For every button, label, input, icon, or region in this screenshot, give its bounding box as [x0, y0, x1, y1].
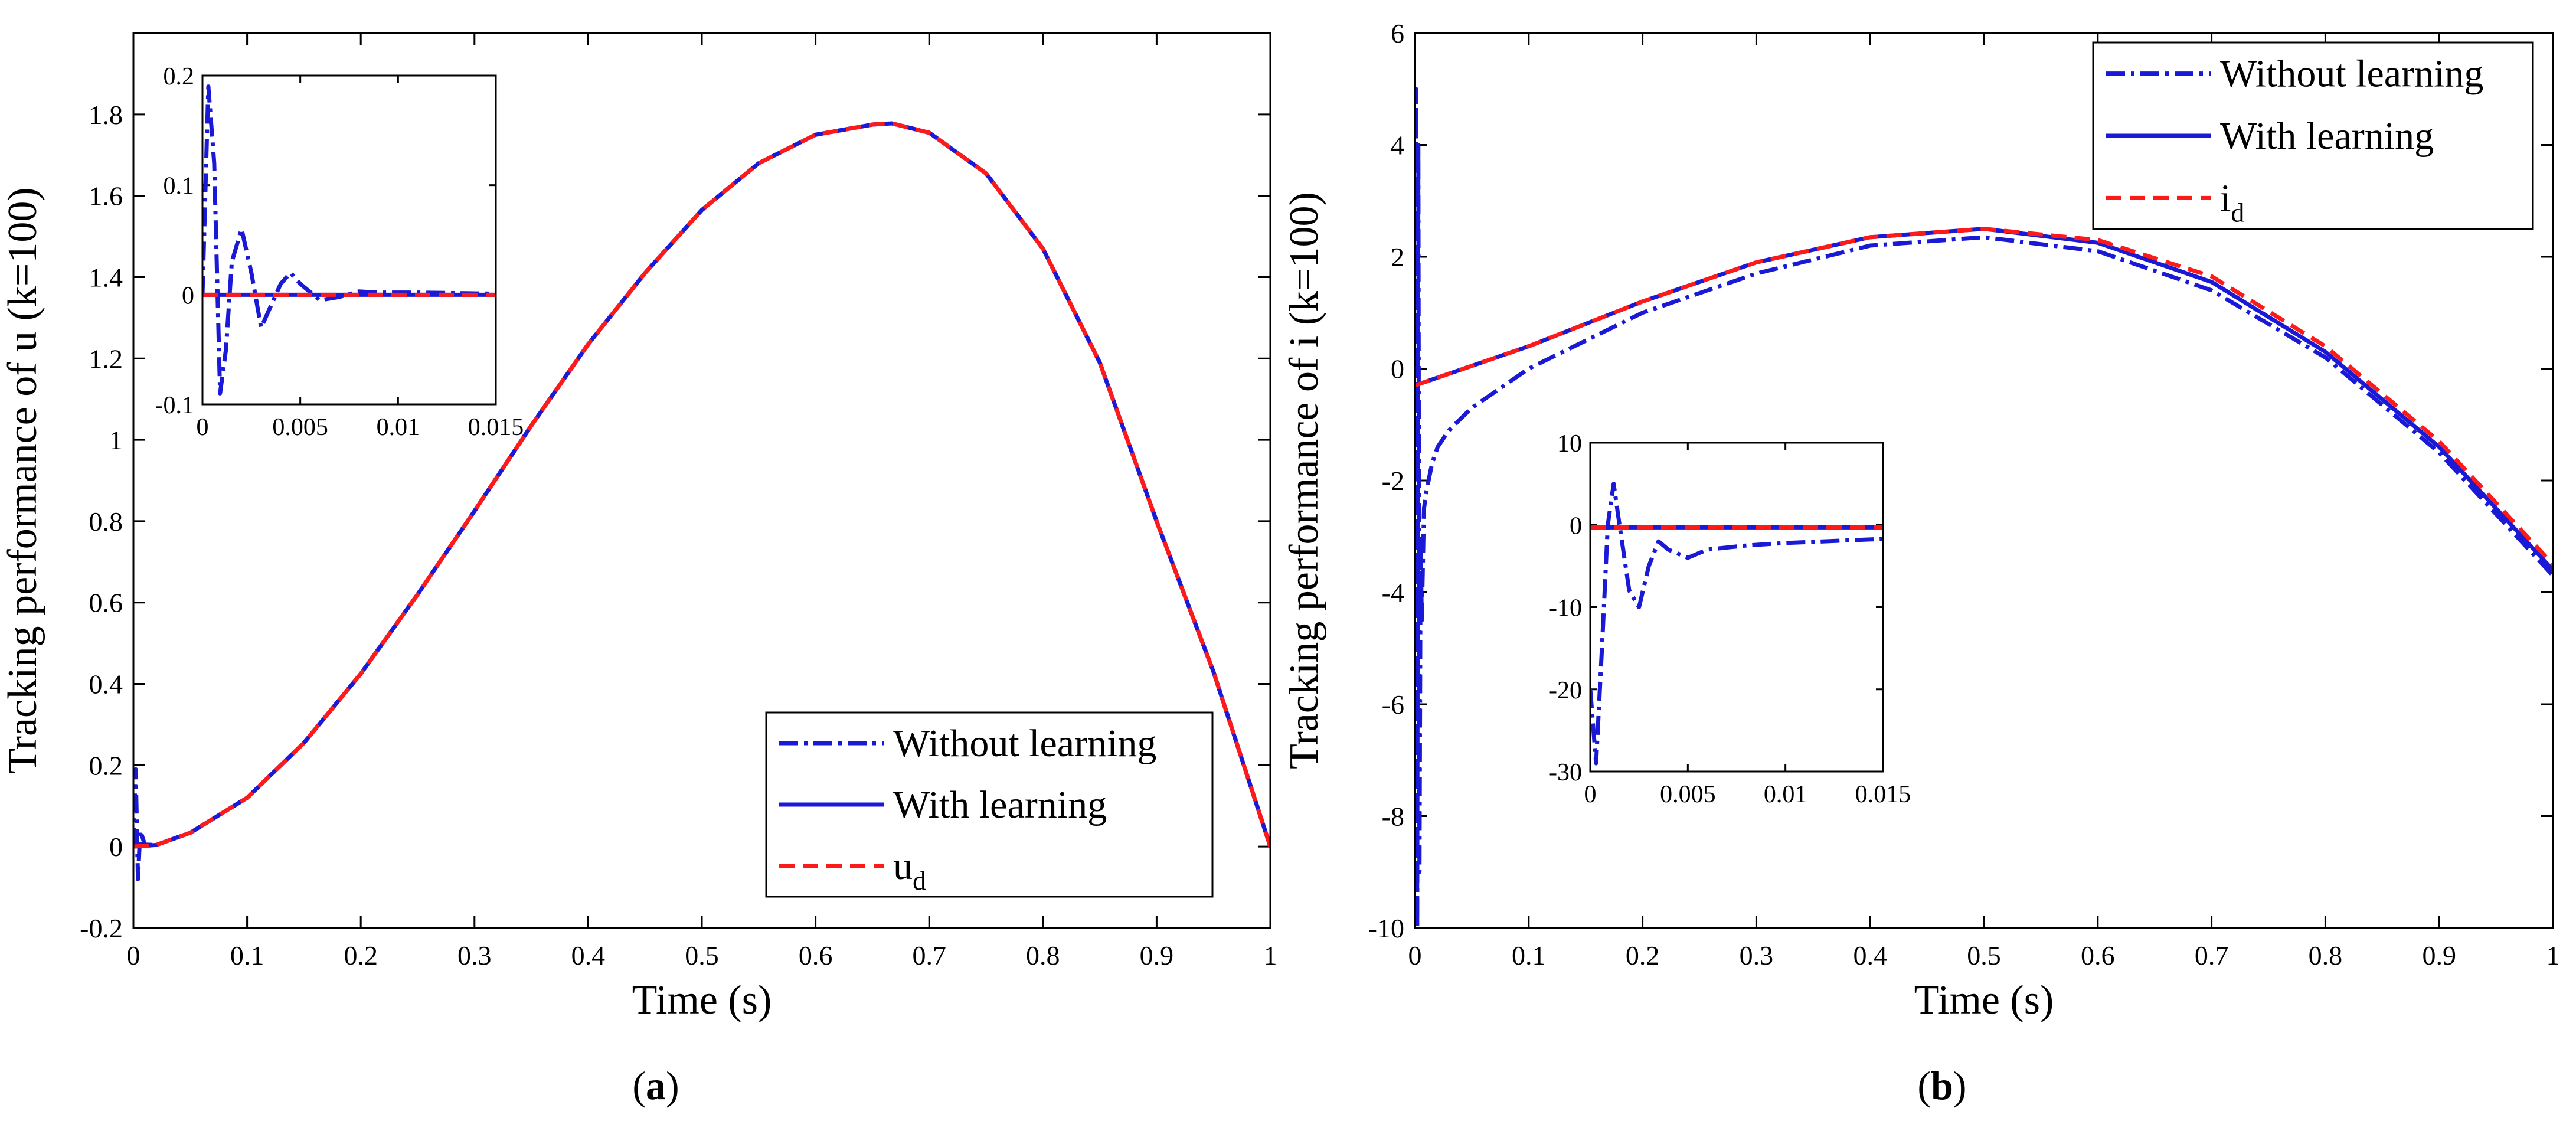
y-tick-label: 0.1 — [164, 173, 195, 200]
x-tick-label: 0.7 — [2195, 940, 2229, 970]
series-line — [1590, 482, 1883, 766]
x-tick-label: 0.1 — [1512, 940, 1546, 970]
y-tick-label: -20 — [1549, 677, 1582, 704]
inset-plot: 0 0.005 0.01 0.015 -30 -20 -10 0 10 — [1549, 430, 1911, 808]
y-tick-label: 0 — [1570, 512, 1582, 540]
x-tick-label: 0.6 — [799, 940, 833, 970]
plot-frame — [132, 32, 1271, 929]
inset-frame — [201, 74, 497, 406]
y-tick-label: -0.2 — [80, 913, 123, 943]
x-tick-label: 0 — [1584, 781, 1597, 808]
x-tick-label: 0.2 — [1626, 940, 1660, 970]
legend: Without learning With learning ud — [765, 711, 1214, 898]
x-axis-label: Time (s) — [632, 978, 772, 1023]
y-tick-label: 0.2 — [164, 63, 195, 90]
y-tick-label: 10 — [1557, 430, 1582, 457]
panel-label: (a) — [632, 1063, 679, 1108]
legend-label: With learning — [893, 783, 1107, 826]
y-tick-label: 1.6 — [89, 181, 123, 211]
y-tick-label: -8 — [1382, 802, 1404, 832]
legend-label: Without learning — [893, 722, 1156, 765]
x-tick-label: 0.2 — [344, 940, 378, 970]
x-tick-label: 0.01 — [377, 414, 420, 441]
legend-label: With learning — [2220, 115, 2434, 158]
x-tick-label: 0.8 — [2309, 940, 2343, 970]
panel-a: 0 0.1 0.2 0.3 0.4 0.5 0.6 0.7 0.8 0.9 1-0.200.20.4… — [0, 32, 1277, 1108]
y-tick-label: -10 — [1368, 913, 1404, 943]
y-tick-label: 1.2 — [89, 344, 123, 374]
panel-b: 0 0.1 0.2 0.3 0.4 0.5 0.6 0.7 0.8 0.9 1 -10 -8 -6 -4 -2… — [1282, 18, 2560, 1108]
y-axis-label: Tracking performance of u (k=100) — [0, 187, 45, 773]
y-tick-label: -2 — [1382, 466, 1404, 496]
panel-label-part: ( — [1917, 1063, 1931, 1108]
y-tick-label: 1.8 — [89, 100, 123, 130]
y-tick-label: 0 — [109, 832, 123, 862]
y-tick-label: 6 — [1391, 18, 1404, 48]
series-line — [133, 121, 1270, 849]
x-tick-label: 1 — [2546, 940, 2560, 970]
x-tick-label: 0 — [127, 940, 140, 970]
x-tick-label: 0.7 — [912, 940, 946, 970]
x-tick-label: 0.5 — [1967, 940, 2001, 970]
panel-label-part: a — [646, 1063, 666, 1108]
x-tick-label: 0.8 — [1026, 940, 1060, 970]
y-tick-label: -30 — [1549, 759, 1582, 786]
x-tick-label: 0.005 — [272, 414, 328, 441]
x-tick-label: 0.1 — [230, 940, 264, 970]
x-tick-label: 0.9 — [1140, 940, 1174, 970]
legend-subscript: d — [913, 865, 926, 896]
x-tick-label: 0.01 — [1764, 781, 1807, 808]
series-line — [1415, 227, 2553, 566]
panel-label-part: ) — [666, 1063, 679, 1108]
panel-label-part: ) — [1953, 1063, 1967, 1108]
y-tick-label: 1.4 — [89, 262, 123, 292]
series-line — [1415, 227, 2553, 571]
inset-frame — [1589, 442, 1884, 773]
legend-label: Without learning — [2220, 53, 2483, 96]
x-tick-label: 0.005 — [1660, 781, 1716, 808]
y-tick-label: -0.1 — [155, 392, 195, 419]
y-tick-label: -6 — [1382, 689, 1404, 720]
y-tick-label: 0 — [182, 282, 194, 309]
panel-label-part: ( — [632, 1063, 646, 1108]
x-tick-label: 0.4 — [1853, 940, 1887, 970]
plot-frame — [1414, 32, 2554, 929]
inset-plot: 0 0.005 0.01 0.015-0.100.10.2 — [155, 63, 524, 441]
y-tick-label: 4 — [1391, 130, 1404, 161]
x-tick-label: 0 — [1408, 940, 1422, 970]
series-line — [1415, 87, 2553, 928]
y-tick-label: 0.8 — [89, 506, 123, 537]
y-tick-label: 0 — [1391, 354, 1404, 384]
y-tick-label: 1 — [109, 425, 123, 455]
inset-background — [1590, 443, 1883, 772]
x-tick-label: 0.3 — [1740, 940, 1774, 970]
y-tick-label: -10 — [1549, 595, 1582, 622]
x-tick-label: 1 — [1264, 940, 1277, 970]
x-tick-label: 0 — [197, 414, 209, 441]
x-tick-label: 0.015 — [1855, 781, 1911, 808]
y-tick-label: -4 — [1382, 578, 1404, 608]
y-tick-label: 2 — [1391, 242, 1404, 272]
panel-label-part: b — [1931, 1063, 1953, 1108]
y-axis-label: Tracking performance of i (k=100) — [1282, 192, 1327, 769]
y-tick-label: 0.2 — [89, 750, 123, 780]
x-tick-label: 0.015 — [468, 414, 524, 441]
legend-subscript: d — [2231, 197, 2244, 227]
x-axis-label: Time (s) — [1914, 978, 2054, 1023]
panel-label: (b) — [1917, 1063, 1966, 1108]
x-tick-label: 0.5 — [685, 940, 719, 970]
x-tick-label: 0.6 — [2081, 940, 2115, 970]
legend-label: ud — [893, 845, 926, 896]
x-tick-label: 0.9 — [2422, 940, 2456, 970]
y-tick-label: 0.6 — [89, 588, 123, 618]
y-tick-label: 0.4 — [89, 669, 123, 700]
inset-background — [202, 76, 496, 404]
x-tick-label: 0.3 — [457, 940, 492, 970]
series-line — [202, 84, 496, 396]
x-tick-label: 0.4 — [571, 940, 606, 970]
